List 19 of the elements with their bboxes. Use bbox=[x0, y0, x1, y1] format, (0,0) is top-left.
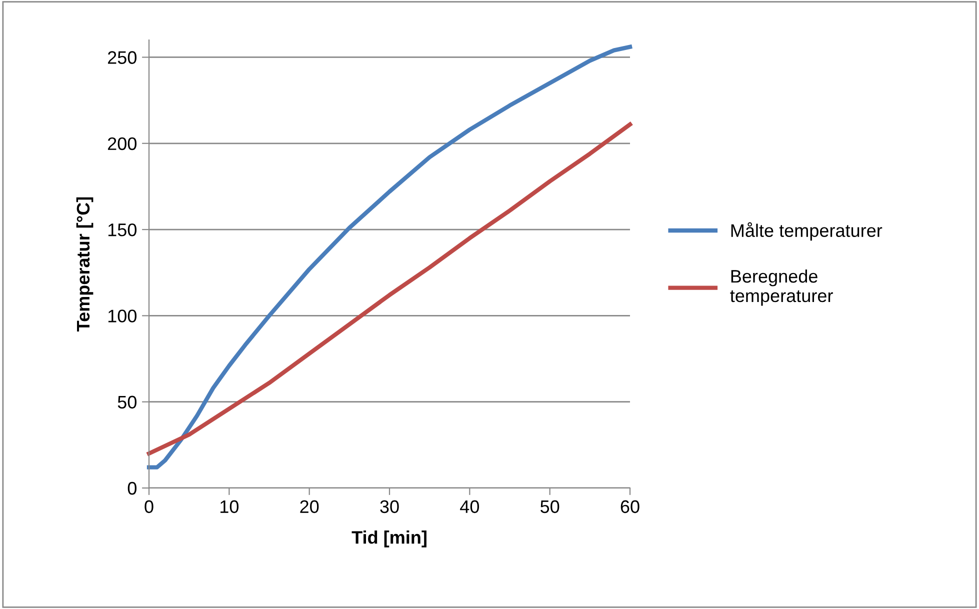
x-axis-title: Tid [min] bbox=[352, 530, 426, 548]
y-tick-label: 100 bbox=[108, 310, 136, 322]
x-tick-label: 10 bbox=[220, 500, 239, 514]
line-series bbox=[146, 44, 632, 470]
x-tick-label: 0 bbox=[144, 500, 154, 514]
x-tick-label: 20 bbox=[300, 500, 319, 514]
y-tick-label: 0 bbox=[128, 482, 136, 495]
legend-label: Målte temperaturer bbox=[731, 222, 882, 241]
y-tick-label: 200 bbox=[108, 137, 136, 150]
y-axis-title: Temperatur [°C] bbox=[76, 197, 94, 332]
y-tick-label: 250 bbox=[108, 51, 136, 64]
y-tick-label: 50 bbox=[118, 396, 136, 409]
x-tick-label: 60 bbox=[620, 500, 640, 514]
x-tick-label: 50 bbox=[540, 500, 560, 514]
x-tick-label: 30 bbox=[380, 500, 399, 514]
x-tick-label: 40 bbox=[460, 500, 480, 514]
line-series bbox=[146, 122, 632, 456]
y-tick-label: 150 bbox=[108, 223, 136, 236]
legend-label: Beregnede temperaturer bbox=[730, 269, 833, 306]
